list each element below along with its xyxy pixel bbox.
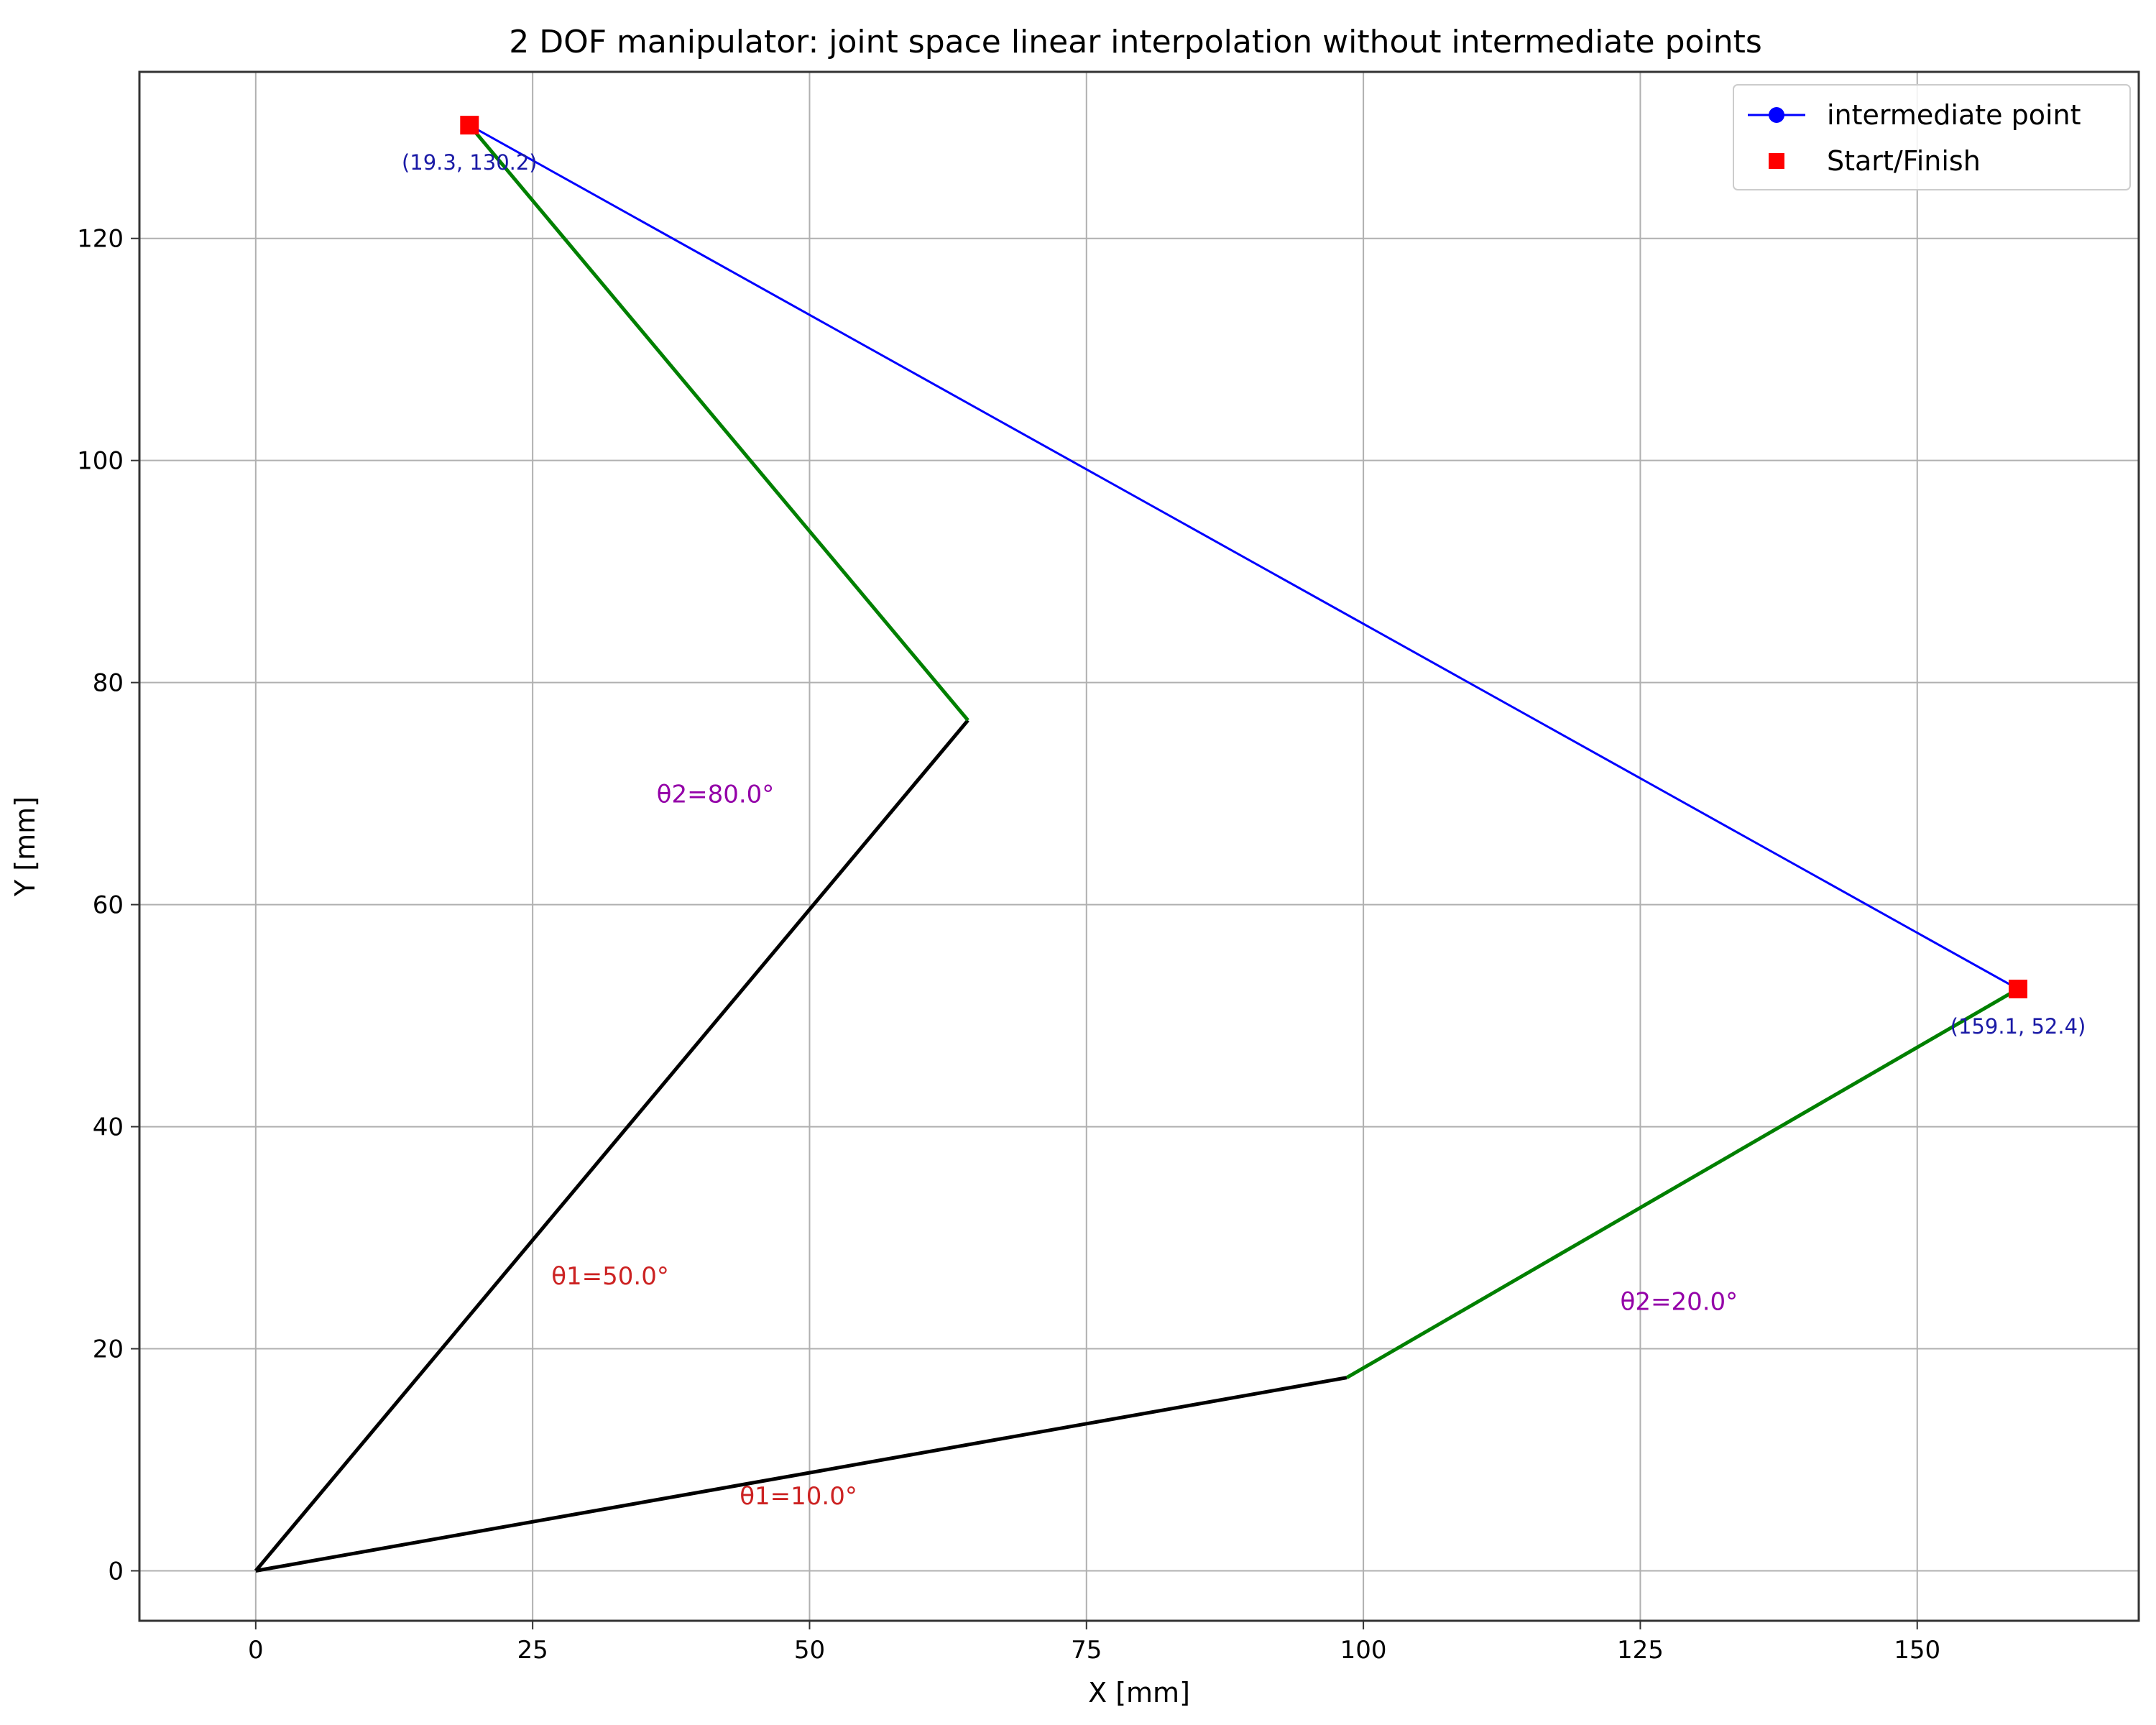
y-tick-label-120: 120 [77,225,124,254]
annotations: (19.3, 130.2) (159.1, 52.4) θ2=80.0° θ1=50.… [402,150,2086,1511]
segment-link1-finish [255,1376,1348,1573]
annotation-2: θ2=80.0° [657,780,775,809]
legend-label-intermediate: intermediate point [1827,99,2081,131]
chart-title: 2 DOF manipulator: joint space linear in… [509,24,1762,60]
y-tick-label-100: 100 [77,447,124,476]
x-tick-label-75: 75 [1071,1636,1102,1665]
legend-marker-start-finish [1769,153,1784,169]
x-tick-label-125: 125 [1617,1636,1664,1665]
legend-box [1733,84,2131,190]
y-axis-label: Y [mm] [9,796,41,897]
x-ticks: 0 25 50 75 100 125 150 [248,1621,1940,1665]
start-finish-marker-1 [2009,980,2028,999]
x-tick-label-150: 150 [1894,1636,1940,1665]
annotation-3: θ1=50.0° [551,1262,669,1291]
x-tick-label-0: 0 [248,1636,264,1665]
start-finish-markers [460,116,2028,999]
x-axis-label: X [mm] [1088,1677,1190,1708]
segment-link2-finish [1345,987,2019,1379]
y-tick-label-60: 60 [93,891,124,920]
manipulator-links [254,124,2019,1573]
x-tick-label-25: 25 [517,1636,548,1665]
annotation-5: θ1=10.0° [740,1482,857,1511]
y-tick-label-80: 80 [93,669,124,698]
annotation-0: (19.3, 130.2) [402,150,538,175]
start-finish-marker-0 [460,116,479,135]
annotation-1: (159.1, 52.4) [1950,1014,2086,1039]
y-ticks: 0 20 40 60 80 100 120 [77,225,139,1586]
segment-link2-start [468,124,969,722]
x-tick-label-100: 100 [1340,1636,1387,1665]
series-lines [469,124,2019,990]
y-tick-label-0: 0 [108,1557,124,1586]
annotation-4: θ2=20.0° [1621,1287,1738,1316]
series-line-0 [469,124,2019,990]
x-tick-label-50: 50 [794,1636,825,1665]
grid [139,72,2139,1621]
legend-label-start-finish: Start/Finish [1827,145,1981,177]
legend-marker-intermediate [1769,107,1784,123]
y-tick-label-40: 40 [93,1113,124,1142]
plot-frame [138,70,2140,1622]
segment-link1-start [254,719,969,1573]
y-tick-label-20: 20 [93,1335,124,1364]
legend: intermediate point Start/Finish [1733,84,2131,190]
